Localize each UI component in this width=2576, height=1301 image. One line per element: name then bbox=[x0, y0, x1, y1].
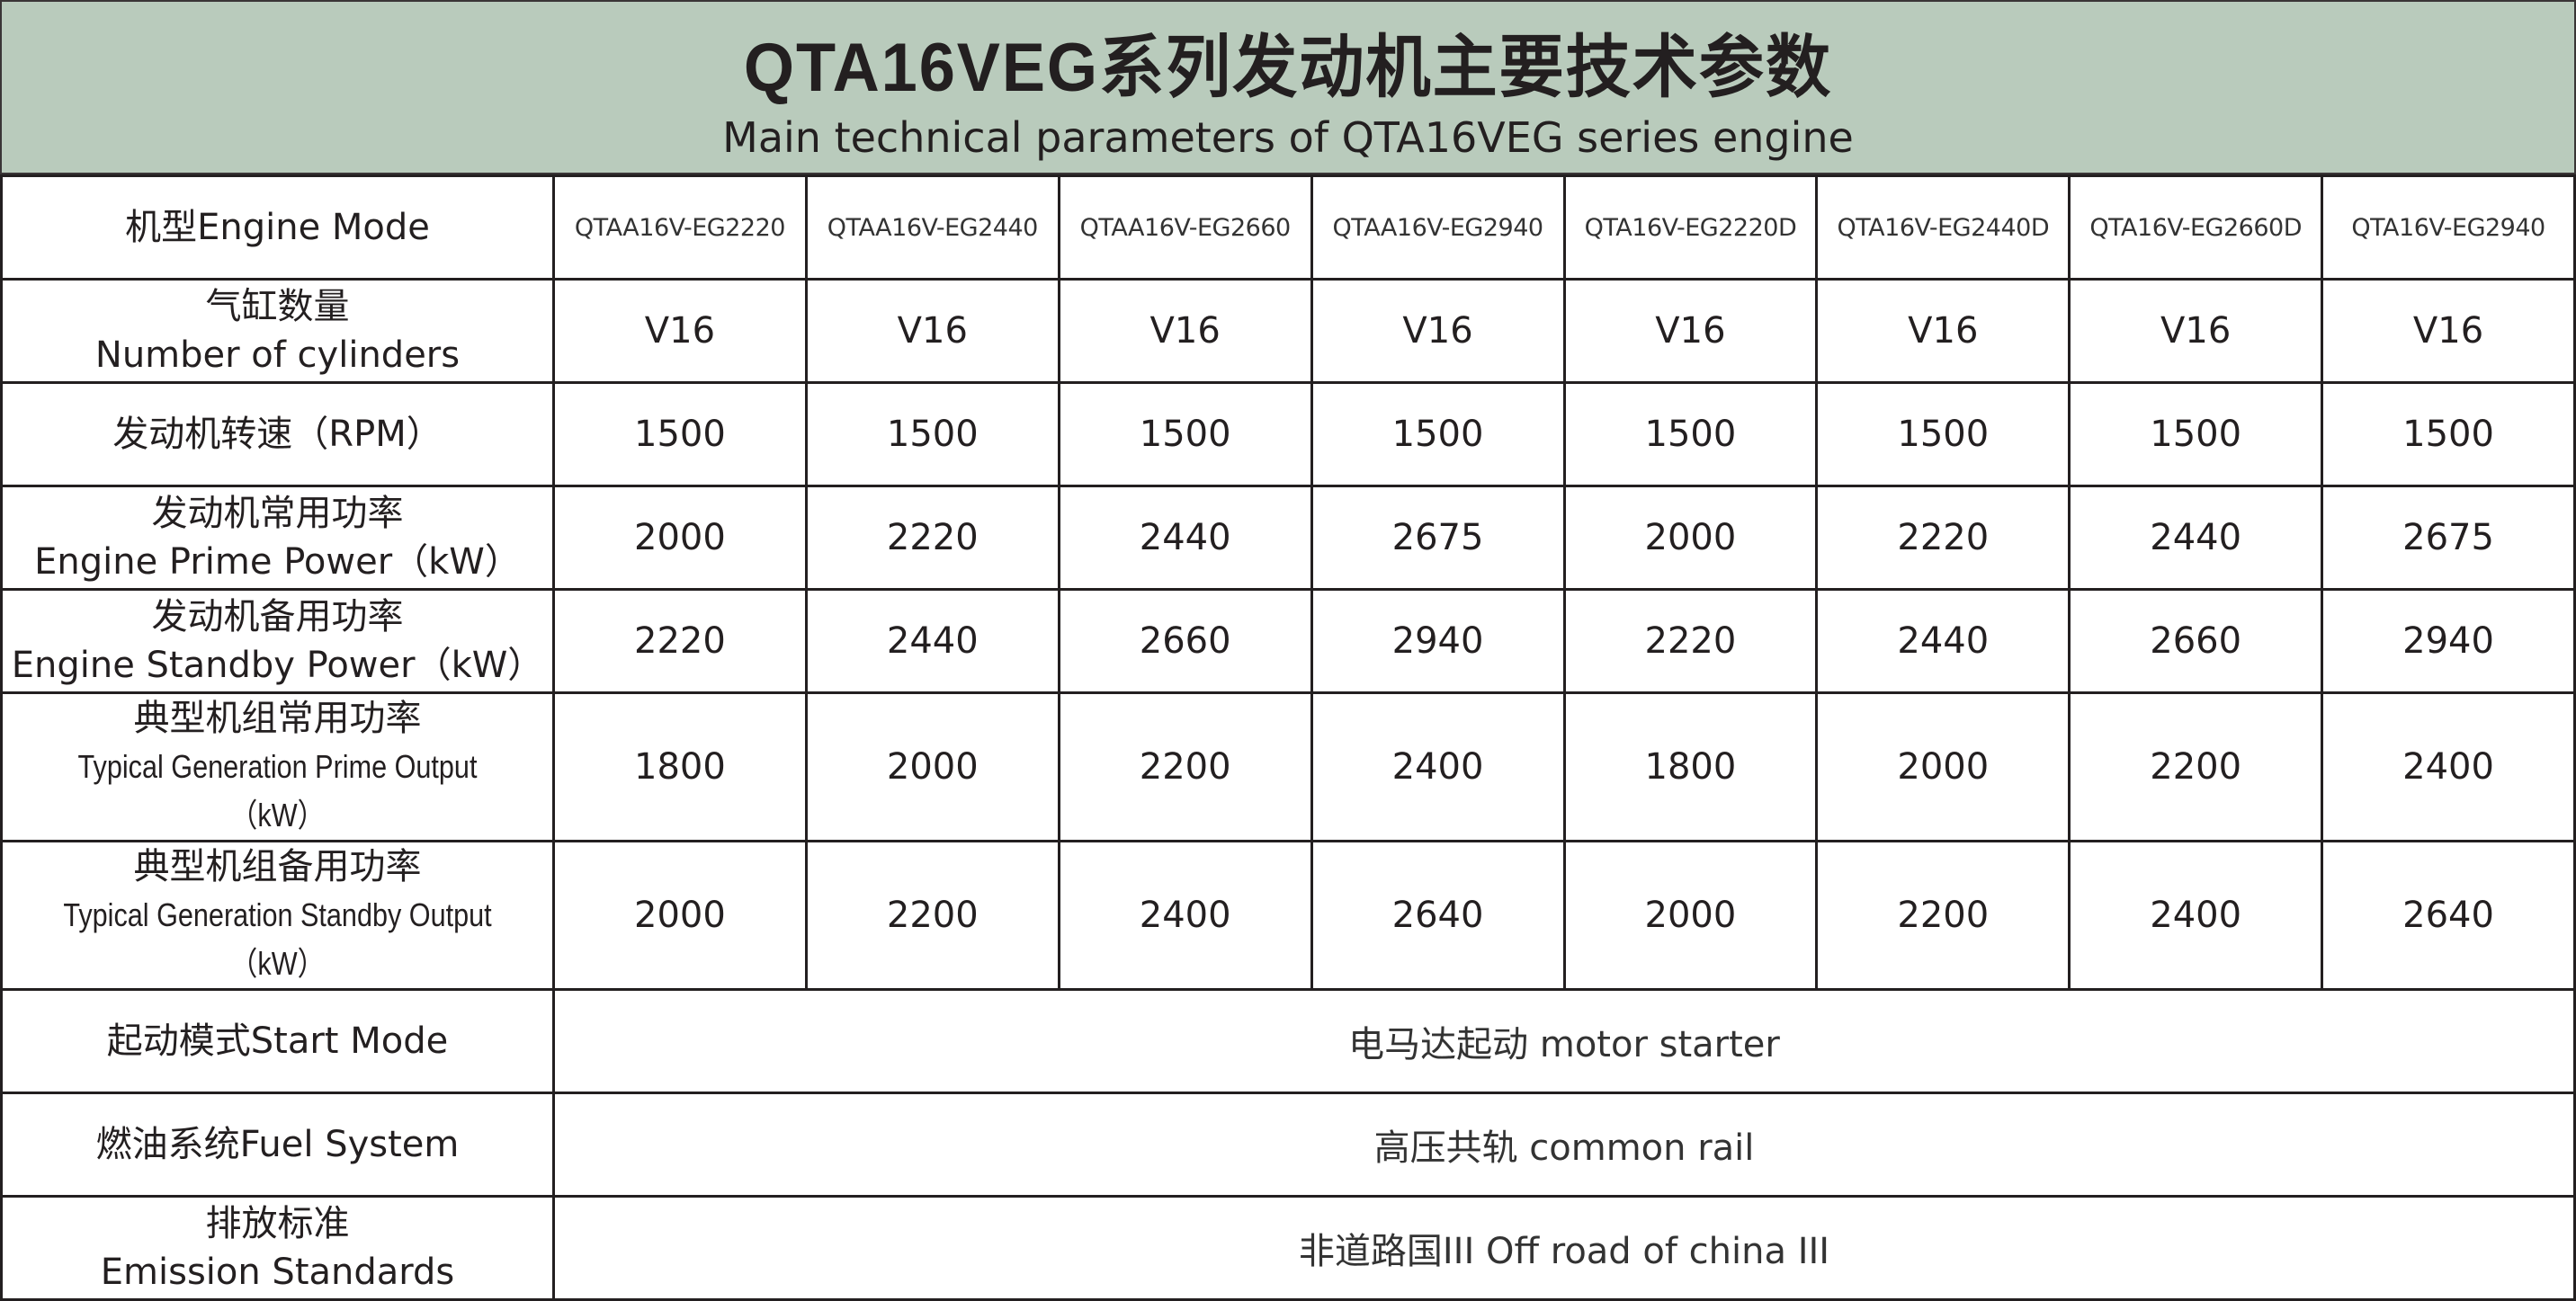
table-row: 发动机常用功率 Engine Prime Power（kW） 2000 2220 244… bbox=[0, 485, 2576, 591]
span-value-cell: 电马达起动 motor starter bbox=[552, 988, 2576, 1094]
label-cn: 发动机常用功率 bbox=[151, 493, 404, 534]
value-cell: 2440 bbox=[2068, 485, 2324, 591]
value-cell: 1500 bbox=[552, 381, 808, 487]
value-cell: V16 bbox=[2321, 278, 2576, 384]
table-header: QTA16VEG系列发动机主要技术参数 Main technical param… bbox=[0, 0, 2576, 177]
row-label: 起动模式Start Mode bbox=[0, 988, 555, 1094]
span-row: 起动模式Start Mode 电马达起动 motor starter bbox=[0, 988, 2576, 1094]
value-cell: V16 bbox=[1562, 278, 1819, 384]
page-subtitle: Main technical parameters of QTA16VEG se… bbox=[722, 113, 1854, 162]
label-en: Engine Prime Power（kW） bbox=[34, 541, 521, 583]
model-cell: QTAA16V-EG2660 bbox=[1057, 174, 1313, 281]
value-cell: 2000 bbox=[552, 485, 808, 591]
label-en: Engine Standby Power（kW） bbox=[11, 645, 544, 686]
value-cell: 2220 bbox=[1562, 588, 1819, 694]
table-row: 发动机转速（RPM） 1500 1500 1500 1500 1500 1500 1500 15… bbox=[0, 381, 2576, 487]
value-cell: 2660 bbox=[2068, 588, 2324, 694]
model-cell: QTA16V-EG2220D bbox=[1562, 174, 1819, 281]
value-cell: 2640 bbox=[1310, 840, 1566, 991]
row-label: 典型机组备用功率 Typical Generation Standby Outpu… bbox=[0, 840, 555, 991]
label-en: Emission Standards bbox=[100, 1252, 455, 1293]
value-cell: 2440 bbox=[1815, 588, 2071, 694]
label-text: 机型Engine Mode bbox=[125, 207, 430, 248]
value-cell: 1500 bbox=[1057, 381, 1313, 487]
row-label: 排放标准 Emission Standards bbox=[0, 1195, 555, 1301]
label-cn: 起动模式Start Mode bbox=[106, 1020, 449, 1062]
model-cell: QTAA16V-EG2940 bbox=[1310, 174, 1566, 281]
label-en: Number of cylinders bbox=[94, 334, 461, 376]
row-label: 典型机组常用功率 Typical Generation Prime Output（… bbox=[0, 691, 555, 842]
value-cell: 2675 bbox=[2321, 485, 2576, 591]
value-cell: 2400 bbox=[2321, 691, 2576, 842]
value-cell: 2220 bbox=[1815, 485, 2071, 591]
value-cell: 2200 bbox=[1057, 691, 1313, 842]
row-label: 气缸数量 Number of cylinders bbox=[0, 278, 555, 384]
value-cell: 1800 bbox=[1562, 691, 1819, 842]
table-row: 典型机组常用功率 Typical Generation Prime Output（… bbox=[0, 691, 2576, 842]
value-cell: V16 bbox=[552, 278, 808, 384]
value-cell: 1500 bbox=[2321, 381, 2576, 487]
model-cell: QTA16V-EG2660D bbox=[2068, 174, 2324, 281]
value-cell: V16 bbox=[1310, 278, 1566, 384]
value-cell: 2000 bbox=[804, 691, 1060, 842]
model-cell: QTA16V-EG2940 bbox=[2321, 174, 2576, 281]
value-cell: 2940 bbox=[1310, 588, 1566, 694]
value-cell: 2000 bbox=[1815, 691, 2071, 842]
span-row: 燃油系统Fuel System 高压共轨 common rail bbox=[0, 1092, 2576, 1198]
model-cell: QTAA16V-EG2440 bbox=[804, 174, 1060, 281]
value-cell: 2660 bbox=[1057, 588, 1313, 694]
value-cell: 2400 bbox=[1057, 840, 1313, 991]
value-cell: 2000 bbox=[1562, 485, 1819, 591]
value-cell: 2220 bbox=[804, 485, 1060, 591]
value-cell: 2640 bbox=[2321, 840, 2576, 991]
value-cell: V16 bbox=[1815, 278, 2071, 384]
span-value-cell: 高压共轨 common rail bbox=[552, 1092, 2576, 1198]
row-label: 燃油系统Fuel System bbox=[0, 1092, 555, 1198]
label-cn: 气缸数量 bbox=[205, 286, 350, 327]
row-label: 发动机常用功率 Engine Prime Power（kW） bbox=[0, 485, 555, 591]
value-cell: 2200 bbox=[804, 840, 1060, 991]
row-label: 发动机转速（RPM） bbox=[0, 381, 555, 487]
value-cell: 1500 bbox=[804, 381, 1060, 487]
label-en: Typical Generation Prime Output（kW） bbox=[77, 748, 478, 833]
value-cell: 1500 bbox=[1310, 381, 1566, 487]
value-cell: 2940 bbox=[2321, 588, 2576, 694]
label-en: Typical Generation Standby Output（kW） bbox=[63, 896, 492, 982]
model-row: 机型Engine Mode QTAA16V-EG2220 QTAA16V-EG244… bbox=[0, 174, 2576, 281]
row-label: 发动机备用功率 Engine Standby Power（kW） bbox=[0, 588, 555, 694]
engine-parameters-table: 机型Engine Mode QTAA16V-EG2220 QTAA16V-EG244… bbox=[0, 174, 2576, 1301]
model-cell: QTAA16V-EG2220 bbox=[552, 174, 808, 281]
span-row: 排放标准 Emission Standards 非道路国III Off road o… bbox=[0, 1195, 2576, 1301]
value-cell: V16 bbox=[804, 278, 1060, 384]
value-cell: 2400 bbox=[1310, 691, 1566, 842]
value-cell: 1800 bbox=[552, 691, 808, 842]
value-cell: 2675 bbox=[1310, 485, 1566, 591]
label-cn: 典型机组备用功率 bbox=[133, 846, 422, 887]
label-cn: 发动机转速（RPM） bbox=[112, 414, 443, 455]
value-cell: 1500 bbox=[1562, 381, 1819, 487]
label-cn: 排放标准 bbox=[205, 1203, 350, 1244]
value-cell: 2000 bbox=[552, 840, 808, 991]
page-title: QTA16VEG系列发动机主要技术参数 bbox=[743, 30, 1833, 106]
value-cell: 2000 bbox=[1562, 840, 1819, 991]
value-cell: 1500 bbox=[2068, 381, 2324, 487]
model-cell: QTA16V-EG2440D bbox=[1815, 174, 2071, 281]
table-row: 典型机组备用功率 Typical Generation Standby Outpu… bbox=[0, 840, 2576, 991]
span-value-cell: 非道路国III Off road of china III bbox=[552, 1195, 2576, 1301]
label-cn: 发动机备用功率 bbox=[151, 596, 404, 637]
value-cell: 2440 bbox=[1057, 485, 1313, 591]
label-cn: 典型机组常用功率 bbox=[133, 698, 422, 739]
value-cell: 2400 bbox=[2068, 840, 2324, 991]
row-label: 机型Engine Mode bbox=[0, 174, 555, 281]
value-cell: 1500 bbox=[1815, 381, 2071, 487]
value-cell: V16 bbox=[1057, 278, 1313, 384]
value-cell: V16 bbox=[2068, 278, 2324, 384]
label-cn: 燃油系统Fuel System bbox=[95, 1124, 460, 1165]
value-cell: 2200 bbox=[2068, 691, 2324, 842]
table-row: 发动机备用功率 Engine Standby Power（kW） 2220 2440 2… bbox=[0, 588, 2576, 694]
table-row: 气缸数量 Number of cylinders V16 V16 V16 V16 V16 V1… bbox=[0, 278, 2576, 384]
value-cell: 2440 bbox=[804, 588, 1060, 694]
value-cell: 2200 bbox=[1815, 840, 2071, 991]
value-cell: 2220 bbox=[552, 588, 808, 694]
